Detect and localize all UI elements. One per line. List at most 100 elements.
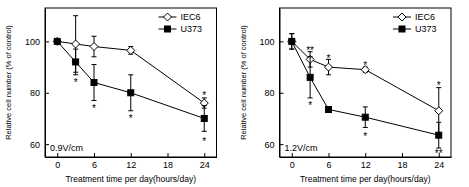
legend-marker <box>165 26 171 32</box>
error-bar-cap <box>308 56 313 57</box>
error-bar-cap <box>289 33 294 34</box>
x-tick-label: 6 <box>326 160 331 170</box>
annotation: * <box>308 100 312 111</box>
x-tick-label: 12 <box>126 160 136 170</box>
y-axis-label: Relative cell number (% of control) <box>4 25 13 140</box>
legend-marker <box>164 13 172 21</box>
y-tick: 100 <box>259 37 283 47</box>
annotation: * <box>74 77 78 88</box>
x-tick-label: 6 <box>92 160 97 170</box>
x-axis: 0 6 12 18 24 <box>46 153 218 170</box>
error-bar <box>128 75 133 111</box>
error-bar-cap <box>289 33 294 34</box>
annotation: * <box>363 131 367 142</box>
x-tick: 6 <box>92 153 97 170</box>
x-tick-label: 0 <box>290 160 295 170</box>
legend-label: IEC6 <box>415 12 435 22</box>
plot-frame <box>45 8 217 157</box>
x-tick-mark <box>365 153 366 157</box>
error-bar-cap <box>128 110 133 111</box>
error-bar <box>363 107 368 128</box>
y-tick-label: 80 <box>264 88 274 98</box>
y-axis-line <box>45 9 46 158</box>
error-bar-cap <box>73 15 78 16</box>
error-bar <box>289 34 294 49</box>
plot-frame <box>280 8 452 157</box>
error-bar <box>73 49 78 75</box>
x-tick-mark <box>94 153 95 157</box>
legend-label: U373 <box>415 24 437 34</box>
y-tick: 80 <box>30 88 49 98</box>
panel: 061218246080100Treatment time per day(ho… <box>4 8 217 184</box>
legend: IEC6 U373 <box>159 12 203 34</box>
data-point <box>288 37 296 45</box>
series-line <box>292 41 439 110</box>
annotation: * <box>129 113 133 124</box>
legend-label: U373 <box>181 24 203 34</box>
series-line <box>57 41 204 103</box>
data-point <box>73 59 79 65</box>
error-bar-cap <box>73 74 78 75</box>
x-tick-mark <box>292 153 293 157</box>
plot-marks <box>53 16 208 132</box>
error-bar-cap <box>73 49 78 50</box>
data-point <box>435 107 443 115</box>
y-tick-mark <box>45 144 49 145</box>
annotation: * <box>363 60 367 71</box>
series <box>288 34 443 134</box>
x-tick-label: 0 <box>55 160 60 170</box>
data-point <box>436 132 442 138</box>
legend-label: IEC6 <box>181 12 201 22</box>
error-bar-cap <box>326 74 331 75</box>
panel: 061218246080100Treatment time per day(ho… <box>239 8 452 184</box>
x-axis: 06121824 <box>280 153 452 170</box>
error-bar-cap <box>92 100 97 101</box>
y-tick-label: 80 <box>30 88 40 98</box>
error-bar <box>92 65 97 101</box>
x-tick: 24 <box>200 153 210 170</box>
plot-marks <box>288 34 443 148</box>
series <box>289 34 442 148</box>
y-tick-label: 60 <box>264 140 274 150</box>
x-tick: 6 <box>326 153 331 170</box>
data-point <box>128 90 134 96</box>
y-axis: 60 80 100 <box>259 9 283 158</box>
y-axis-label: Relative cell number (% of control) <box>239 25 248 140</box>
series <box>54 38 207 131</box>
data-point <box>54 38 60 44</box>
error-bar-cap <box>202 131 207 132</box>
x-axis-line <box>46 157 218 158</box>
data-point <box>362 114 368 120</box>
x-tick-mark <box>168 153 169 157</box>
data-point <box>307 74 313 80</box>
data-point <box>325 63 333 71</box>
x-tick-mark <box>329 153 330 157</box>
x-axis-label: Treatment time per day(hours/day) <box>300 174 431 184</box>
data-point <box>127 46 135 54</box>
y-tick-label: 60 <box>30 140 40 150</box>
y-axis-line <box>280 9 281 158</box>
x-tick-mark <box>131 153 132 157</box>
data-point <box>91 80 97 86</box>
error-bar-cap <box>436 122 441 123</box>
annotation: * <box>327 53 331 64</box>
error-bar <box>202 106 207 132</box>
x-tick: 12 <box>361 153 371 170</box>
x-tick: 12 <box>126 153 136 170</box>
x-tick: 0 <box>55 153 60 170</box>
y-tick-mark <box>280 144 284 145</box>
x-tick-mark <box>57 153 58 157</box>
x-tick: 18 <box>163 153 173 170</box>
x-tick-mark <box>204 153 205 157</box>
error-bar <box>308 57 313 98</box>
y-tick-label: 100 <box>25 37 40 47</box>
panel-label: 1.2V/cm <box>285 143 318 153</box>
y-tick-label: 100 <box>259 37 274 47</box>
error-bar-cap <box>202 105 207 106</box>
x-tick-label: 24 <box>434 160 444 170</box>
data-point <box>326 106 332 112</box>
y-tick: 80 <box>264 88 283 98</box>
annotation: * <box>202 90 206 101</box>
legend-marker <box>399 26 405 32</box>
annotation: ** <box>435 148 443 159</box>
